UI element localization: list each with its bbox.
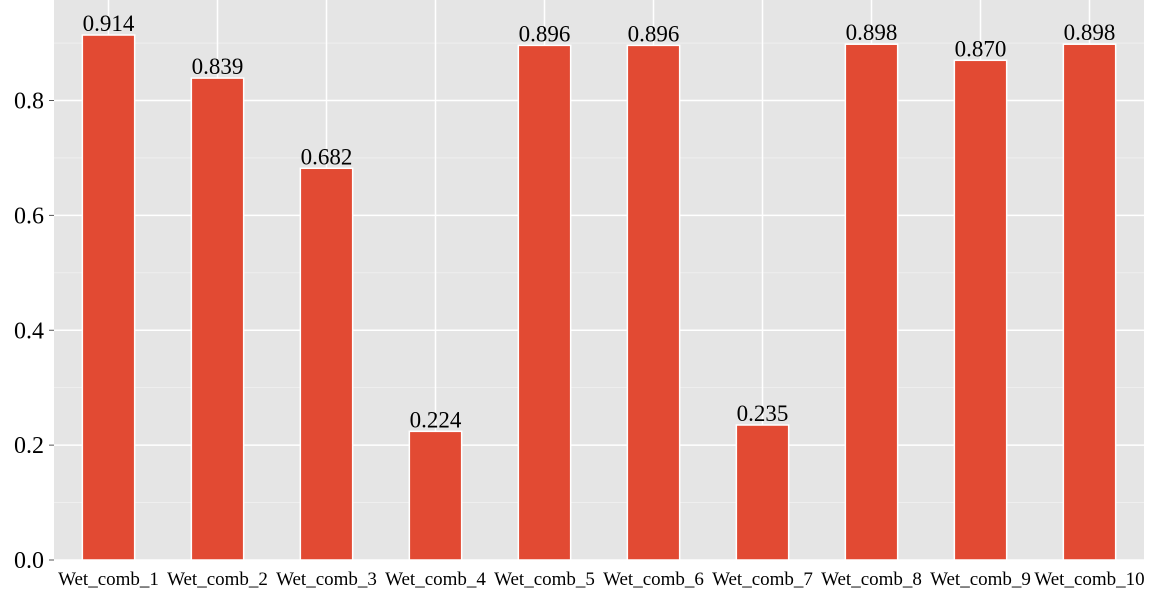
x-tick-label: Wet_comb_10 — [1034, 569, 1144, 590]
x-tick-label: Wet_comb_1 — [58, 569, 159, 590]
y-axis-ticks: 0.0 0.2 0.4 0.6 0.8 — [14, 89, 54, 574]
y-tick-label: 0.8 — [14, 89, 44, 115]
x-tick-label: Wet_comb_9 — [930, 569, 1031, 590]
x-tick-label: Wet_comb_5 — [494, 569, 595, 590]
bar-wet-comb-4 — [408, 430, 463, 561]
y-tick-label: 0.4 — [14, 318, 44, 344]
bar-wet-comb-5 — [517, 44, 572, 561]
bar-wet-comb-7 — [735, 424, 790, 561]
data-label: 0.839 — [192, 54, 244, 79]
y-tick-label: 0.0 — [14, 548, 44, 574]
x-tick-label: Wet_comb_7 — [712, 569, 813, 590]
bar-wet-comb-2 — [190, 77, 245, 561]
data-label: 0.898 — [846, 20, 898, 45]
x-tick-label: Wet_comb_6 — [603, 569, 704, 590]
x-tick-label: Wet_comb_8 — [821, 569, 922, 590]
bar-wet-comb-1 — [81, 34, 136, 561]
data-label: 0.870 — [955, 36, 1007, 61]
bar-wet-comb-6 — [626, 44, 681, 561]
x-tick-label: Wet_comb_2 — [167, 569, 268, 590]
data-label: 0.896 — [628, 21, 680, 46]
bar-wet-comb-3 — [299, 167, 354, 561]
bars — [81, 34, 1117, 561]
x-tick-label: Wet_comb_3 — [276, 569, 377, 590]
bar-wet-comb-10 — [1062, 43, 1117, 561]
data-label: 0.224 — [410, 407, 462, 432]
data-labels: 0.914 0.839 0.682 0.224 0.896 0.896 0.235 0.898… — [83, 11, 1116, 432]
data-label: 0.898 — [1064, 20, 1116, 45]
data-label: 0.235 — [737, 401, 789, 426]
bar-wet-comb-8 — [844, 43, 899, 561]
bar-wet-comb-9 — [953, 59, 1008, 561]
data-label: 0.914 — [83, 11, 135, 36]
y-tick-label: 0.6 — [14, 203, 44, 229]
x-axis-ticks: Wet_comb_1 Wet_comb_2 Wet_comb_3 Wet_comb_4… — [58, 569, 1145, 590]
x-tick-label: Wet_comb_4 — [385, 569, 486, 590]
data-label: 0.896 — [519, 21, 571, 46]
y-tick-label: 0.2 — [14, 433, 44, 459]
data-label: 0.682 — [301, 144, 353, 169]
